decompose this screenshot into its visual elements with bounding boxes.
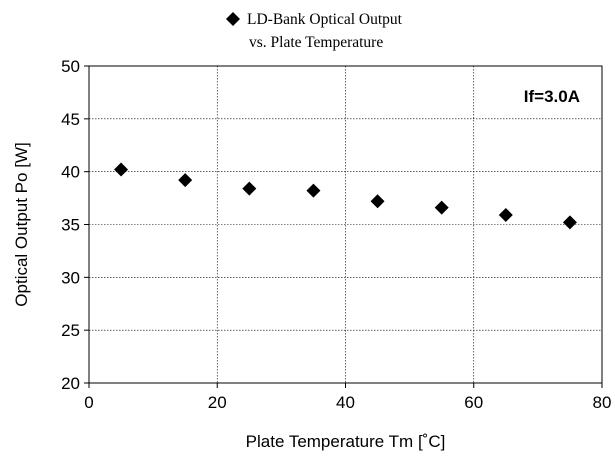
x-tick-label: 40 [336,393,355,412]
data-point [114,162,129,177]
x-tick-label: 60 [464,393,483,412]
grid [89,66,602,383]
legend-diamond-marker [226,12,240,26]
data-point [178,173,193,188]
y-tick-label: 45 [61,110,80,129]
data-point [242,181,257,196]
legend: LD-Bank Optical Output vs. Plate Tempera… [226,11,403,51]
data-point [434,200,449,215]
y-tick-label: 35 [61,216,80,235]
data-point [370,194,385,209]
data-point [562,215,577,230]
data-point [498,207,513,222]
data-points [114,162,577,230]
y-tick-label: 50 [61,57,80,76]
data-point [306,183,321,198]
x-tick-label: 20 [208,393,227,412]
x-tick-label: 80 [593,393,612,412]
y-tick-label: 20 [61,374,80,393]
y-tick-label: 30 [61,268,80,287]
y-tick-label: 25 [61,321,80,340]
x-tick-label: 0 [84,393,93,412]
legend-line-1: LD-Bank Optical Output [247,11,403,28]
legend-line-2: vs. Plate Temperature [249,34,383,51]
y-axis-ticks: 20 25 30 35 40 45 50 [61,57,89,393]
x-axis-ticks: 0 20 40 60 80 [84,383,611,412]
current-annotation: If=3.0A [524,87,580,106]
x-axis-title: Plate Temperature Tm [˚C] [246,432,446,451]
y-tick-label: 40 [61,163,80,182]
y-axis-title: Optical Output Po [W] [12,142,31,306]
